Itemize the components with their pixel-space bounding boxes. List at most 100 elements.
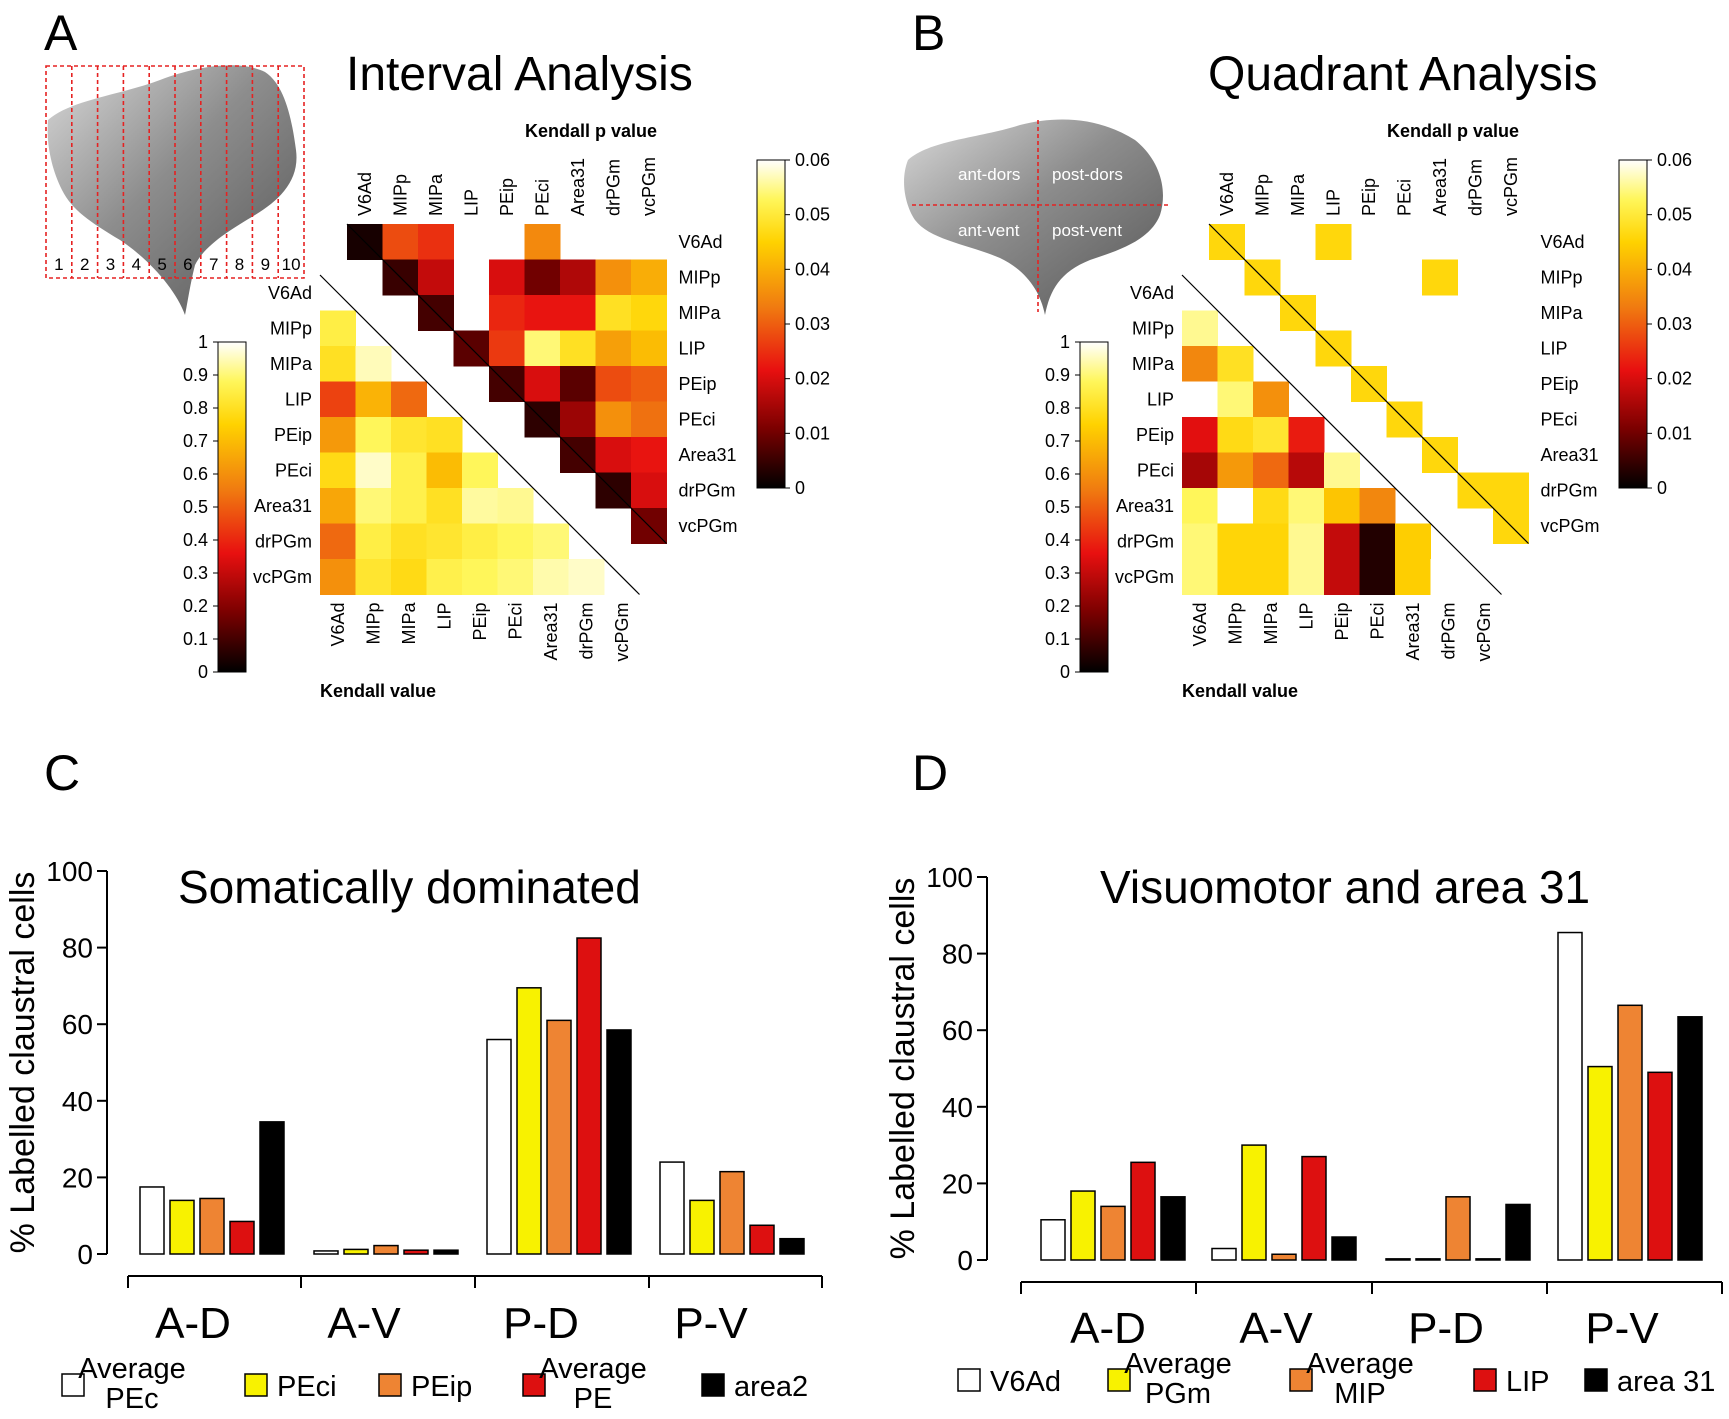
lower-heat-cell <box>355 346 392 382</box>
upper-heat-cell <box>524 259 561 296</box>
upper-column-label: Area31 <box>1430 158 1450 216</box>
lower-heat-cell <box>568 559 605 595</box>
bar-a-v-average-pec <box>313 1250 339 1255</box>
lower-heat-cell <box>1253 523 1289 560</box>
y-tick-label: 20 <box>942 1168 973 1199</box>
upper-heat-cell <box>595 437 632 473</box>
upper-row-label: drPGm <box>1541 480 1598 500</box>
legend-label-line2: PGm <box>1145 1378 1211 1410</box>
lower-heat-cell <box>1359 488 1396 524</box>
y-tick-label: 60 <box>62 1009 93 1040</box>
kendall-colorbar-label: 0.1 <box>1045 629 1070 649</box>
upper-heat-cell <box>1422 259 1458 296</box>
lower-heat-cell <box>1182 417 1218 453</box>
legend-swatch <box>1473 1368 1497 1392</box>
lower-heat-cell <box>1182 310 1218 347</box>
lower-heat-cell <box>320 346 356 382</box>
panel-b-letter: B <box>912 5 945 61</box>
lower-heat-cell <box>320 559 356 595</box>
lower-heat-cell <box>497 488 534 524</box>
lower-row-label: Area31 <box>254 496 312 516</box>
lower-column-label: PEci <box>505 603 525 640</box>
upper-heat-cell <box>560 401 596 438</box>
barchart-d: 0 20 40 60 80 100% Labelled claustral cells A-… <box>884 862 1723 1410</box>
lower-heat-cell <box>1288 417 1325 453</box>
pvalue-colorbar-label: 0 <box>1657 478 1667 498</box>
category-label: P-D <box>1408 1304 1484 1353</box>
lower-heat-cell <box>426 417 463 453</box>
lower-column-label: drPGm <box>1438 603 1458 660</box>
lower-row-label: drPGm <box>255 531 312 551</box>
category-label: A-D <box>1070 1304 1146 1353</box>
category-label: P-V <box>674 1299 748 1348</box>
lower-row-label: V6Ad <box>268 283 312 303</box>
upper-heat-cell <box>524 366 561 402</box>
legend-label: PEip <box>411 1371 472 1403</box>
lower-heat-cell <box>1324 523 1360 560</box>
panel-c: C Somatically dominated 0 20 40 60 80 100% La… <box>4 745 823 1415</box>
kendall-colorbar-label: 0.8 <box>183 398 208 418</box>
y-tick-label: 100 <box>926 862 973 893</box>
upper-row-label: PEip <box>679 374 717 394</box>
kendall-colorbar-label: 0.9 <box>1045 365 1070 385</box>
kendall-colorbar-label: 0.4 <box>183 530 208 550</box>
upper-heat-cell <box>418 224 454 260</box>
bar-p-v-peip <box>719 1170 745 1255</box>
bar-a-v-area-31 <box>1331 1236 1357 1261</box>
category-label: A-V <box>1239 1304 1313 1353</box>
lower-heat-cell <box>1359 523 1396 560</box>
pvalue-colorbar-label: 0.03 <box>1657 314 1692 334</box>
bar-a-d-area2 <box>259 1121 285 1255</box>
brain-surface-shape <box>904 119 1163 315</box>
bar-a-v-peci <box>343 1248 369 1255</box>
kendall-colorbar-label: 0.8 <box>1045 398 1070 418</box>
lower-heat-cell <box>1324 559 1360 595</box>
pvalue-colorbar-label: 0.02 <box>1657 369 1692 389</box>
lower-column-label: LIP <box>1296 603 1316 630</box>
upper-heat-cell <box>489 259 525 296</box>
panel-a-lower-label: Kendall value <box>320 681 436 701</box>
legend-swatch <box>1107 1368 1131 1392</box>
lower-heat-cell <box>1253 559 1289 595</box>
lower-heat-cell <box>1217 346 1254 382</box>
upper-row-label: MIPa <box>1541 303 1584 323</box>
lower-column-label: V6Ad <box>1190 603 1210 647</box>
lower-heat-cell <box>391 523 427 560</box>
bar-p-d-v6ad <box>1385 1258 1411 1261</box>
upper-column-label: drPGm <box>1465 159 1485 216</box>
bar-p-v-average-pec <box>659 1161 685 1255</box>
lower-row-label: drPGm <box>1117 531 1174 551</box>
kendall-colorbar-label: 0.6 <box>1045 464 1070 484</box>
upper-column-label: PEip <box>497 178 517 216</box>
interval-number: 7 <box>209 255 218 274</box>
upper-column-label: PEip <box>1359 178 1379 216</box>
upper-triangle-edge <box>1208 223 1529 544</box>
bar-a-d-average-pe <box>229 1220 255 1255</box>
lower-row-label: V6Ad <box>1130 283 1174 303</box>
upper-heat-cell <box>560 330 596 367</box>
kendall-colorbar-label: 1 <box>198 332 208 352</box>
heatmap-a: V6Ad MIPp MIPa LIP PEip PEci Area31 drPGm vcPGm V… <box>183 150 830 682</box>
kendall-colorbar-label: 0.3 <box>183 563 208 583</box>
lower-column-label: PEip <box>1332 603 1352 641</box>
upper-column-label: MIPp <box>390 174 410 216</box>
upper-heat-cell <box>382 224 419 260</box>
lower-column-label: LIP <box>434 603 454 630</box>
lower-heat-cell <box>1217 381 1254 418</box>
lower-column-label: MIPa <box>399 602 419 645</box>
panel-a-title: Interval Analysis <box>346 48 693 101</box>
y-tick-label: 60 <box>942 1015 973 1046</box>
quadrant-post-vent: post-vent <box>1052 221 1122 240</box>
upper-row-label: MIPp <box>1541 267 1583 287</box>
lower-row-label: vcPGm <box>253 567 312 587</box>
bar-a-d-average-pec <box>139 1186 165 1255</box>
bar-a-v-lip <box>1301 1155 1327 1261</box>
interval-number: 2 <box>80 255 89 274</box>
legend-label: LIP <box>1506 1366 1550 1398</box>
quadrant-ant-vent: ant-vent <box>958 221 1020 240</box>
interval-number: 6 <box>183 255 192 274</box>
upper-column-label: MIPa <box>1288 173 1308 216</box>
kendall-colorbar-label: 0 <box>198 662 208 682</box>
legend-swatch <box>1289 1368 1313 1392</box>
upper-heat-cell <box>595 295 632 331</box>
